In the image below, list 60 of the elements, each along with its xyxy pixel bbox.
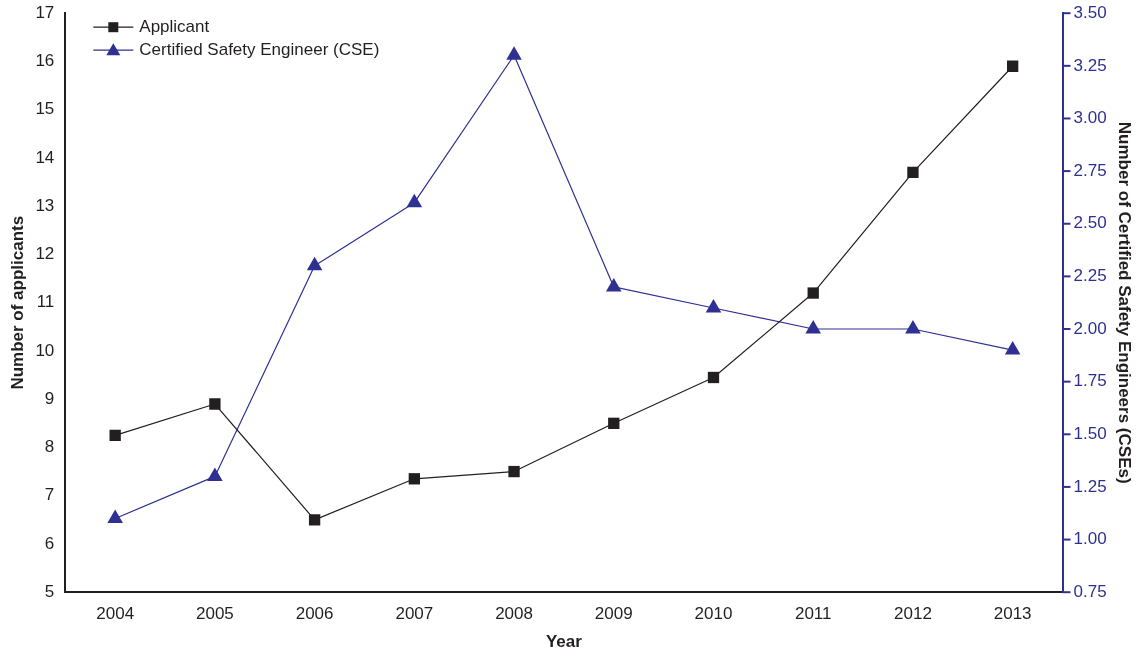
- y-tick-label: 10: [35, 340, 55, 360]
- legend-label: Certified Safety Engineer (CSE): [139, 39, 380, 59]
- x-tick-label: 2008: [495, 604, 533, 624]
- y-tick-label: 12: [35, 244, 55, 264]
- y2-tick-label: 3.50: [1073, 2, 1107, 22]
- legend-label: Applicant: [139, 16, 210, 36]
- y-tick-label: 14: [35, 147, 55, 167]
- point: [207, 467, 223, 481]
- x-tick-label: 2006: [295, 604, 334, 624]
- point: [209, 398, 221, 410]
- point: [506, 46, 522, 60]
- y-axis-title: Number of applicants: [7, 215, 27, 390]
- x-tick-label: 2009: [594, 604, 633, 624]
- point: [907, 166, 919, 179]
- y2-tick-label: 3.25: [1073, 55, 1107, 75]
- point: [608, 417, 620, 429]
- y-tick-label: 11: [36, 292, 55, 312]
- x-tick-label: 2012: [894, 604, 932, 624]
- y2-tick-label: 1.25: [1073, 476, 1107, 496]
- y-tick-label: 13: [35, 195, 55, 215]
- x-tick-label: 2005: [195, 604, 234, 624]
- point: [905, 320, 921, 334]
- y-tick-label: 17: [35, 2, 55, 22]
- y2-tick-label: 2.75: [1073, 160, 1107, 180]
- point: [805, 320, 822, 334]
- point: [408, 473, 420, 485]
- y2-tick-label: 2.00: [1073, 318, 1107, 338]
- x-tick-label: 2010: [694, 604, 733, 624]
- point: [807, 287, 819, 299]
- x-tick-label: 2007: [395, 604, 434, 624]
- point: [107, 509, 123, 524]
- y-tick-label: 5: [44, 581, 55, 601]
- y-tick-label: 7: [44, 485, 55, 505]
- y2-tick-label: 1.75: [1073, 371, 1107, 391]
- y2-tick-label: 1.50: [1073, 423, 1107, 443]
- y-tick-label: 9: [44, 388, 55, 408]
- point: [308, 514, 321, 526]
- y2-tick-label: 1.00: [1073, 529, 1107, 549]
- y2-tick-label: 3.00: [1073, 108, 1107, 128]
- x-axis-title: Year: [545, 632, 583, 652]
- y-tick-label: 6: [44, 533, 55, 553]
- y2-axis-title: Number of Certified Safety Engineers (CSEs): [1115, 121, 1135, 484]
- point: [406, 193, 423, 208]
- x-tick-label: 2013: [993, 604, 1032, 624]
- y2-tick-label: 2.25: [1073, 266, 1107, 286]
- point: [605, 277, 622, 292]
- y-tick-label: 15: [35, 99, 55, 119]
- point: [1007, 60, 1019, 72]
- x-tick-label: 2011: [794, 604, 832, 624]
- point: [508, 465, 520, 478]
- point: [1004, 341, 1021, 355]
- point: [705, 298, 722, 313]
- y-tick-label: 16: [35, 51, 55, 71]
- x-tick-label: 2004: [96, 604, 135, 624]
- y2-tick-label: 2.50: [1073, 213, 1107, 233]
- point: [707, 371, 720, 384]
- point: [109, 429, 121, 442]
- y2-tick-label: 0.75: [1073, 581, 1107, 601]
- point: [306, 256, 323, 271]
- y-tick-label: 8: [44, 437, 55, 457]
